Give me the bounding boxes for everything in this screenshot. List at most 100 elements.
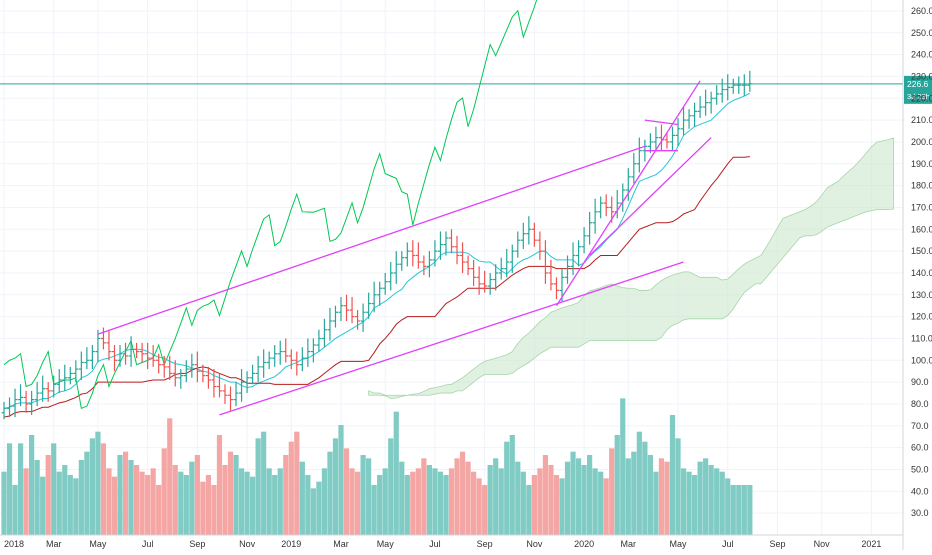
price-tick-label: 150.0	[911, 246, 932, 256]
volume-bar	[493, 458, 499, 535]
volume-bar	[476, 478, 482, 535]
price-tick-label: 190.0	[911, 159, 932, 169]
volume-bar	[537, 468, 543, 535]
volume-bar	[454, 458, 460, 535]
price-tick-label: 70.0	[911, 421, 929, 431]
volume-bar	[415, 468, 421, 535]
trendline	[97, 145, 646, 335]
last-price-countdown: 3d 23h	[907, 92, 930, 101]
volume-bar	[421, 458, 427, 535]
price-tick-label: 160.0	[911, 224, 932, 234]
volume-bar	[332, 438, 339, 535]
time-tick-label: Nov	[526, 539, 543, 549]
price-tick-label: 90.0	[911, 377, 929, 387]
last-price-value: 226.6	[907, 79, 929, 89]
volume-bar	[570, 451, 576, 535]
volume-bar	[542, 455, 549, 535]
volume-bar	[95, 431, 101, 535]
price-tick-label: 220.0	[911, 93, 932, 103]
volume-bar	[609, 448, 615, 535]
volume-bar	[133, 465, 140, 535]
price-tick-label: 180.0	[911, 181, 932, 191]
price-tick-label: 210.0	[911, 115, 932, 125]
volume-bar	[45, 455, 51, 535]
volume-bar	[244, 471, 250, 535]
volume-bar	[675, 438, 681, 535]
price-tick-label: 50.0	[911, 464, 929, 474]
volume-bar	[360, 455, 366, 535]
price-bars	[1, 70, 753, 420]
volume-bar	[437, 471, 444, 535]
volume-bars	[1, 398, 753, 535]
volume-bar	[29, 435, 35, 535]
volume-bar	[305, 475, 311, 535]
volume-bar	[708, 465, 714, 535]
volume-bar	[377, 475, 383, 535]
volume-bar	[73, 478, 79, 535]
time-axis[interactable]: 2018 Mar May Jul Sep Nov 2019 Mar May Jul Sep Nov 20…	[0, 534, 903, 549]
volume-bar	[703, 458, 709, 535]
ichimoku-cloud	[368, 137, 894, 399]
trendlines[interactable]	[97, 80, 712, 416]
price-tick-label: 60.0	[911, 443, 929, 453]
volume-bar	[520, 471, 526, 535]
volume-bar	[233, 455, 239, 535]
volume-bar	[222, 465, 228, 535]
volume-bar	[647, 455, 653, 535]
volume-bar	[664, 461, 670, 535]
volume-bar	[498, 468, 504, 535]
price-tick-label: 240.0	[911, 50, 932, 60]
time-tick-label: Jul	[142, 539, 154, 549]
volume-bar	[399, 461, 405, 535]
volume-bar	[736, 485, 742, 535]
price-tick-label: 110.0	[911, 333, 932, 343]
volume-bar	[526, 485, 532, 535]
volume-bar	[227, 451, 234, 535]
volume-bar	[255, 438, 261, 535]
volume-bar	[84, 451, 90, 535]
volume-bar	[316, 481, 322, 535]
volume-bar	[548, 465, 554, 535]
volume-bar	[139, 471, 145, 535]
volume-bar	[62, 465, 68, 535]
volume-bar	[686, 471, 692, 535]
volume-bar	[310, 488, 316, 535]
price-tick-label: 260.0	[911, 6, 932, 16]
volume-bar	[725, 478, 731, 535]
volume-bar	[338, 425, 344, 535]
time-tick-label: 2021	[861, 539, 881, 549]
indicator-lines	[3, 0, 751, 418]
time-tick-label: May	[89, 539, 107, 549]
lagging-span-line	[3, 0, 538, 410]
volume-bar	[327, 451, 333, 535]
volume-bar	[12, 485, 18, 535]
volume-bar	[106, 468, 112, 535]
volume-bar	[156, 485, 162, 535]
volume-bar	[167, 418, 173, 535]
volume-bar	[189, 461, 195, 535]
volume-bar	[719, 471, 725, 535]
volume-bar	[487, 465, 493, 535]
volume-bar	[515, 461, 521, 535]
volume-bar	[261, 431, 267, 535]
volume-bar	[658, 458, 665, 535]
trendline	[644, 119, 679, 126]
volume-bar	[250, 476, 256, 535]
volume-bar	[531, 475, 537, 535]
volume-bar	[642, 441, 648, 535]
volume-bar	[272, 475, 278, 535]
price-axis[interactable]: 260.0 250.0 240.0 230.0 220.0 210.0 200.0 190.0…	[902, 0, 932, 550]
price-tick-label: 140.0	[911, 268, 932, 278]
time-tick-label: May	[670, 539, 688, 549]
time-tick-label: May	[377, 539, 395, 549]
time-tick-label: Mar	[46, 539, 62, 549]
volume-bar	[366, 458, 372, 535]
volume-bar	[680, 468, 687, 535]
volume-bar	[56, 471, 62, 535]
volume-bar	[470, 471, 477, 535]
time-tick-label: Sep	[769, 539, 785, 549]
volume-bar	[277, 468, 283, 535]
volume-bar	[211, 485, 217, 535]
